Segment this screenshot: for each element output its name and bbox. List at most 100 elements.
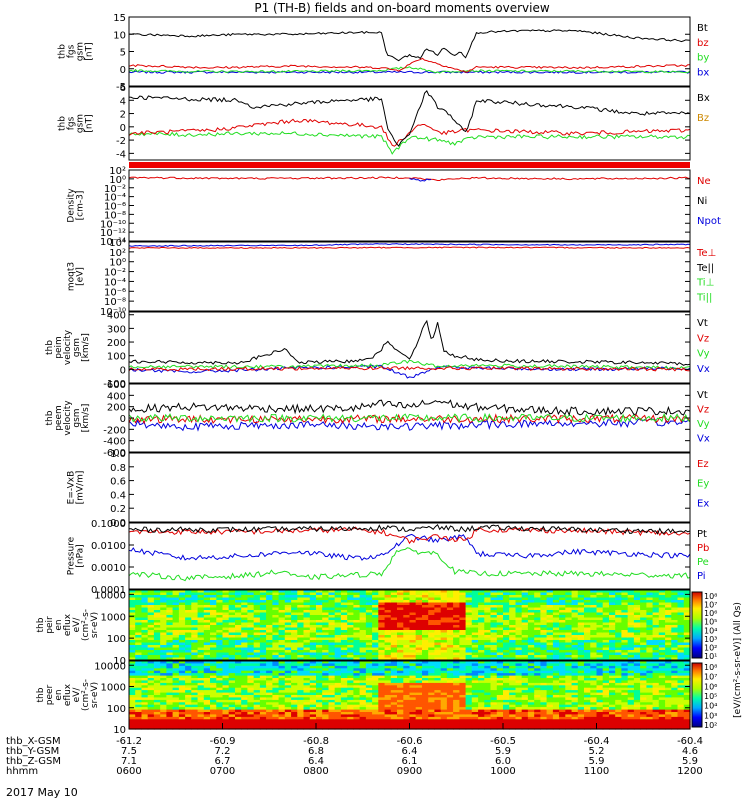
spectrogram-cell bbox=[652, 590, 660, 594]
spectrogram-cell bbox=[153, 617, 161, 621]
y-tick-label: 10 bbox=[113, 656, 126, 667]
spectrogram-cell bbox=[633, 622, 641, 626]
spectrogram-cell bbox=[359, 652, 367, 656]
spectrogram-cell bbox=[365, 697, 373, 701]
spectrogram-cell bbox=[241, 642, 248, 646]
spectrogram-cell bbox=[527, 620, 535, 624]
spectrogram-cell bbox=[552, 605, 560, 609]
spectrogram-cell bbox=[446, 625, 454, 629]
spectrogram-cell bbox=[546, 607, 554, 611]
spectrogram-cell bbox=[546, 673, 554, 677]
spectrogram-cell bbox=[465, 721, 473, 725]
spectrogram-cell bbox=[160, 726, 167, 730]
spectrogram-cell bbox=[552, 652, 560, 656]
spectrogram-cell bbox=[135, 625, 142, 629]
spectrogram-cell bbox=[197, 665, 205, 669]
spectrogram-cell bbox=[609, 719, 616, 723]
spectrogram-cell bbox=[627, 627, 635, 631]
spectrogram-cell bbox=[559, 615, 566, 619]
spectrogram-cell bbox=[471, 692, 479, 696]
spectrogram-cell bbox=[334, 655, 342, 659]
spectrogram-cell bbox=[584, 652, 591, 656]
spectrogram-cell bbox=[384, 673, 392, 677]
spectrogram-cell bbox=[390, 697, 398, 701]
spectrogram-cell bbox=[247, 699, 255, 703]
spectrogram-cell bbox=[347, 657, 354, 661]
spectrogram-cell bbox=[683, 630, 691, 634]
spectrogram-cell bbox=[297, 680, 305, 684]
spectrogram-cell bbox=[397, 645, 404, 649]
spectrogram-cell bbox=[621, 612, 629, 616]
spectrogram-cell bbox=[340, 625, 348, 629]
spectrogram-cell bbox=[141, 668, 149, 672]
spectrogram-cell bbox=[440, 665, 448, 669]
spectrogram-cell bbox=[609, 668, 616, 672]
spectrogram-cell bbox=[440, 632, 448, 636]
spectrogram-cell bbox=[459, 657, 467, 661]
spectrogram-cell bbox=[141, 620, 149, 624]
spectrogram-cell bbox=[210, 627, 217, 631]
spectrogram-cell bbox=[235, 622, 242, 626]
spectrogram-cell bbox=[340, 630, 348, 634]
spectrogram-cell bbox=[683, 637, 691, 641]
spectrogram-cell bbox=[403, 592, 411, 596]
spectrogram-cell bbox=[328, 645, 336, 649]
spectrogram-cell bbox=[552, 699, 560, 703]
spectrogram-cell bbox=[347, 687, 354, 691]
spectrogram-cell bbox=[440, 630, 448, 634]
spectrogram-cell bbox=[577, 657, 585, 661]
spectrogram-cell bbox=[191, 622, 199, 626]
spectrogram-cell bbox=[677, 632, 685, 636]
spectrogram-cell bbox=[471, 592, 479, 596]
spectrogram-cell bbox=[284, 642, 292, 646]
spectrogram-cell bbox=[577, 625, 585, 629]
spectrogram-cell bbox=[241, 685, 248, 689]
spectrogram-cell bbox=[216, 617, 224, 621]
spectrogram-cell bbox=[216, 605, 224, 609]
spectrogram-cell bbox=[328, 630, 336, 634]
spectrogram-cell bbox=[353, 600, 361, 604]
spectrogram-cell bbox=[384, 612, 392, 616]
spectrogram-cell bbox=[409, 673, 417, 677]
spectrogram-cell bbox=[415, 673, 423, 677]
spectrogram-cell bbox=[552, 673, 560, 677]
spectrogram-cell bbox=[316, 632, 323, 636]
spectrogram-cell bbox=[521, 625, 529, 629]
spectrogram-cell bbox=[340, 610, 348, 614]
spectrogram-cell bbox=[677, 600, 685, 604]
spectrogram-cell bbox=[446, 702, 454, 706]
spectrogram-cell bbox=[403, 721, 411, 725]
spectrogram-cell bbox=[197, 597, 205, 601]
spectrogram-cell bbox=[340, 712, 348, 715]
spectrogram-cell bbox=[596, 685, 604, 689]
spectrogram-cell bbox=[509, 663, 516, 667]
spectrogram-cell bbox=[646, 625, 654, 629]
spectrogram-cell bbox=[565, 685, 573, 689]
spectrogram-cell bbox=[615, 597, 622, 601]
spectrogram-cell bbox=[471, 714, 479, 718]
spectrogram-cell bbox=[235, 620, 242, 624]
spectrogram-cell bbox=[135, 642, 142, 646]
spectrogram-cell bbox=[210, 670, 217, 674]
spectrogram-cell bbox=[322, 719, 329, 723]
spectrogram-cell bbox=[160, 685, 167, 689]
spectrogram-cell bbox=[565, 602, 573, 606]
spectrogram-cell bbox=[440, 622, 448, 626]
spectrogram-cell bbox=[459, 680, 467, 684]
spectrogram-cell bbox=[347, 610, 354, 614]
spectrogram-cell bbox=[153, 647, 161, 651]
spectrogram-cell bbox=[534, 655, 541, 659]
spectrogram-cell bbox=[272, 617, 280, 621]
spectrogram-cell bbox=[284, 650, 292, 654]
spectrogram-cell bbox=[446, 645, 454, 649]
spectrogram-cell bbox=[228, 620, 236, 624]
spectrogram-cell bbox=[422, 645, 429, 649]
y-tick-label: 0.4 bbox=[110, 490, 126, 501]
spectrogram-cell bbox=[378, 615, 386, 619]
spectrogram-cell bbox=[527, 600, 535, 604]
spectrogram-cell bbox=[527, 632, 535, 636]
spectrogram-cell bbox=[496, 682, 504, 686]
spectrogram-cell bbox=[609, 726, 616, 730]
spectrogram-cell bbox=[609, 637, 616, 641]
spectrogram-cell bbox=[210, 632, 217, 636]
